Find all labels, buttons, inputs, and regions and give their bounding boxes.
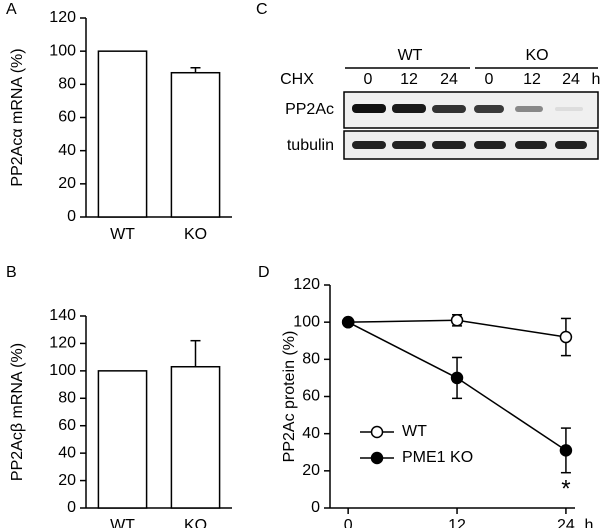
unit-label: h (592, 71, 601, 88)
y-axis-label: PP2Acβ mRNA (%) (9, 343, 26, 481)
band (392, 141, 426, 149)
x-tick-label: KO (184, 226, 207, 243)
y-tick-label: 40 (302, 425, 320, 442)
marker (559, 330, 573, 344)
y-tick-label: 60 (58, 109, 76, 126)
marker (341, 315, 355, 329)
y-tick-label: 60 (302, 388, 320, 405)
y-tick-label: 60 (58, 417, 76, 434)
time-label: 24 (562, 71, 580, 88)
y-axis-label: PP2Ac protein (%) (281, 331, 298, 463)
x-unit: h (585, 517, 594, 528)
time-label: 0 (364, 71, 373, 88)
y-tick-label: 100 (49, 362, 76, 379)
y-tick-label: 40 (58, 444, 76, 461)
bar (97, 370, 148, 509)
panel-label: B (6, 264, 17, 281)
panel-label: A (6, 1, 17, 18)
marker (450, 371, 464, 385)
group-label: KO (525, 47, 548, 64)
y-tick-label: 120 (49, 9, 76, 26)
x-tick-label: KO (184, 517, 207, 528)
y-tick-label: 40 (58, 142, 76, 159)
band (432, 105, 466, 113)
time-label: 24 (440, 71, 458, 88)
legend-marker (370, 451, 384, 465)
annotation: * (561, 475, 570, 502)
band (392, 104, 426, 113)
band (555, 107, 583, 111)
y-tick-label: 100 (49, 42, 76, 59)
panel-label: D (258, 264, 270, 281)
group-label: WT (398, 47, 423, 64)
treatment-label: CHX (280, 71, 314, 88)
bar (97, 50, 148, 218)
y-tick-label: 20 (58, 472, 76, 489)
x-tick-label: 24 (557, 517, 575, 528)
time-label: 0 (485, 71, 494, 88)
row-label: tubulin (287, 137, 334, 154)
bands (352, 104, 587, 149)
x-tick-label: 12 (448, 517, 466, 528)
x-tick-label: WT (110, 517, 135, 528)
y-tick-label: 80 (58, 76, 76, 93)
y-tick-label: 0 (67, 499, 76, 516)
time-label: 12 (400, 71, 418, 88)
legend-marker (370, 425, 384, 439)
y-tick-label: 120 (49, 335, 76, 352)
marker (559, 444, 573, 457)
row-label: PP2Ac (285, 101, 334, 118)
band (432, 141, 466, 149)
time-label: 12 (523, 71, 541, 88)
x-tick-label: WT (110, 226, 135, 243)
x-tick-label: 0 (344, 517, 353, 528)
marker (450, 314, 464, 327)
y-tick-label: 0 (311, 499, 320, 516)
band (352, 104, 386, 113)
y-tick-label: 20 (302, 462, 320, 479)
band (352, 141, 386, 149)
y-tick-label: 140 (49, 307, 76, 324)
blot-panel: C WT KO CHX 0 12 24 0 12 24 h PP2Ac tubu… (256, 1, 601, 160)
y-tick-label: 80 (58, 390, 76, 407)
band (515, 106, 543, 112)
y-tick-label: 100 (293, 313, 320, 330)
y-tick-label: 20 (58, 175, 76, 192)
band (474, 141, 506, 149)
y-tick-label: 120 (293, 276, 320, 293)
legend-label: WT (402, 423, 427, 440)
y-tick-label: 0 (67, 208, 76, 225)
y-tick-label: 80 (302, 351, 320, 368)
band (474, 105, 504, 113)
bar (170, 365, 221, 509)
band (515, 141, 547, 149)
y-axis-label: PP2Acα mRNA (%) (9, 48, 26, 186)
bar (170, 71, 221, 218)
band (555, 141, 587, 149)
legend-label: PME1 KO (402, 449, 473, 466)
panel-label: C (256, 1, 268, 18)
